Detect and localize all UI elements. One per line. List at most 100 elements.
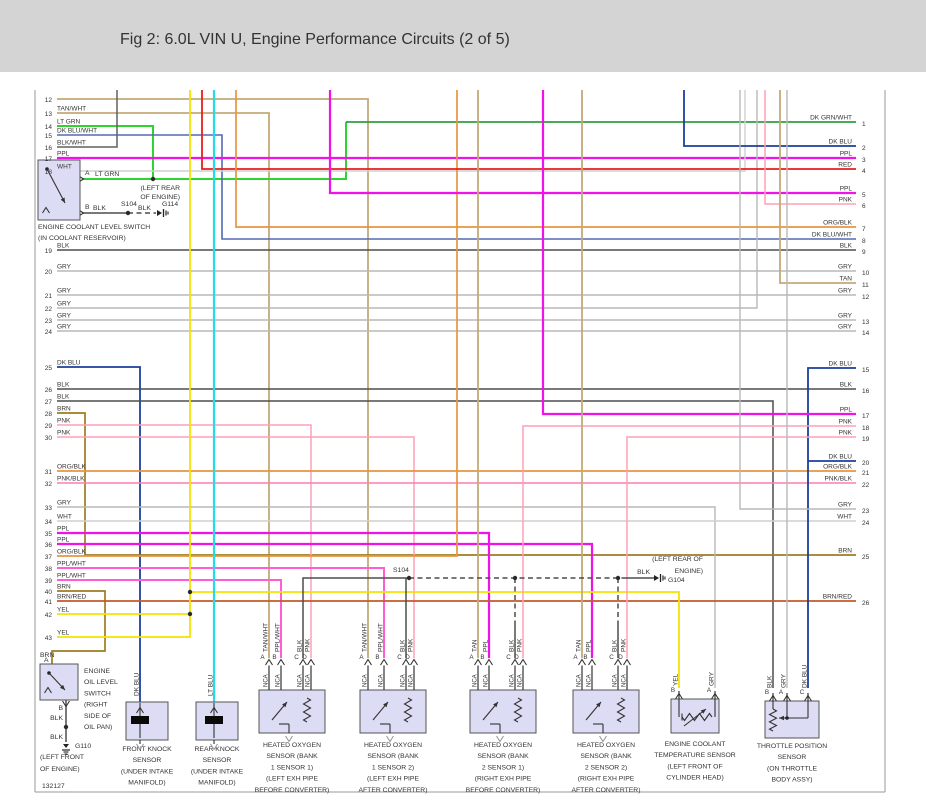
terminal-arrow-icon [511, 658, 519, 666]
header-band [0, 0, 926, 72]
wire-color-label: DK BLU/WHT [57, 128, 97, 135]
wire [57, 400, 774, 688]
circuit-number-right: 26 [862, 600, 870, 607]
wire [764, 90, 856, 205]
circuit-number-left: 39 [45, 578, 53, 585]
wire-color-label: GRY [838, 313, 853, 320]
line [46, 168, 66, 204]
rear-knock-sensor: REAR KNOCK SENSOR (UNDER INTAKE MANIFOLD) LT… [191, 674, 244, 786]
pin-letter: B [583, 654, 587, 661]
splice-dot [187, 589, 193, 595]
terminal-arrow-icon [474, 658, 482, 666]
annotation: A [85, 170, 90, 177]
resistor-icon [768, 708, 778, 732]
component-caption: MANIFOLD) [128, 780, 165, 787]
terminal-arrow-icon [578, 658, 586, 666]
wire-color-label: GRY [57, 301, 72, 308]
wire-color-label: GRY [838, 502, 853, 509]
arrow-icon [596, 702, 601, 708]
circuit-number-left: 17 [45, 156, 53, 163]
circuit-number-right: 14 [862, 330, 870, 337]
arrow-icon [60, 197, 65, 203]
ground-icon [654, 574, 666, 582]
pin-letter: A [573, 654, 578, 661]
wire-color-label: PNK [839, 430, 853, 437]
circuit-number-left: 34 [45, 519, 53, 526]
component-caption: SENSOR [133, 757, 162, 764]
terminal-arrow-icon [299, 658, 307, 666]
circuit-number-right: 8 [862, 238, 866, 245]
circuit-number-left: 19 [45, 248, 53, 255]
terminal-arrow-icon [44, 686, 52, 694]
wire-color-label: DK BLU/WHT [812, 232, 852, 239]
pin-letter: A [260, 654, 265, 661]
annotation: OF ENGINE) [40, 766, 80, 773]
pin-cavity-label: NCA [306, 674, 312, 687]
annotation: 132127 [42, 783, 65, 790]
circuit-number-right: 17 [862, 413, 870, 420]
circuit-number-left: 41 [45, 599, 53, 606]
circuit-number-left: 29 [45, 423, 53, 430]
terminal-arrow-icon [519, 658, 527, 666]
pin-cavity-label: NCA [298, 674, 304, 687]
wire-color-label: YEL [57, 630, 70, 637]
wire [57, 366, 141, 702]
wire [57, 531, 491, 658]
arrow-icon [700, 709, 706, 714]
circuit-number-right: 16 [862, 388, 870, 395]
wire-color-label: PNK [839, 419, 853, 426]
arrow-icon [779, 715, 784, 721]
terminal-arrow-icon [285, 735, 293, 743]
wire-color-label: DK BLU [829, 361, 853, 368]
annotation: BLK [50, 715, 63, 722]
circuit-number-left: 25 [45, 365, 53, 372]
wire-color-label: PPL [840, 151, 853, 158]
terminal-arrow-icon [675, 692, 683, 700]
component-caption: HEATED OXYGEN [364, 742, 422, 749]
wire [57, 506, 716, 688]
pin-wire-label: BLK [767, 675, 774, 688]
circuit-number-left: 18 [45, 169, 53, 176]
wire [201, 90, 856, 170]
wire-color-label: BLK [840, 243, 853, 250]
splice-dot [187, 611, 193, 617]
wire [302, 577, 409, 658]
pin-letter: C [294, 654, 299, 661]
terminal-arrow-icon [783, 694, 791, 702]
circuit-number-left: 16 [45, 145, 53, 152]
wire [57, 90, 191, 638]
resistor-icon [513, 697, 523, 723]
circuit-number-left: 33 [45, 505, 53, 512]
component-caption: REAR KNOCK [195, 746, 240, 753]
terminal-arrow-icon [265, 658, 273, 666]
pin-letter: D [302, 654, 307, 661]
circuit-number-left: 36 [45, 542, 53, 549]
wire [57, 90, 118, 148]
annotation: (LEFT REAR [140, 185, 180, 192]
component-caption: (LEFT FRONT OF [667, 763, 722, 770]
arrow-icon [282, 702, 287, 708]
circuit-number-right: 10 [862, 270, 870, 277]
terminal-arrow-icon [136, 706, 144, 714]
terminal-arrow-icon [380, 658, 388, 666]
component-caption: (LEFT EXH PIPE [266, 776, 318, 783]
component-caption: (RIGHT EXH PIPE [475, 776, 532, 783]
pin-letter: B [671, 687, 675, 694]
circuit-number-left: 42 [45, 612, 53, 619]
arrow-icon [383, 702, 388, 708]
terminal-arrow-icon [210, 743, 218, 751]
component-caption: (ON THROTTLE [767, 765, 818, 772]
wire [626, 436, 856, 658]
wire [57, 436, 415, 658]
circuit-number-left: 37 [45, 554, 53, 561]
wire [57, 579, 282, 658]
circuit-number-left: 23 [45, 318, 53, 325]
wire-color-label: BRN/RED [57, 594, 87, 601]
pin-wire-label: DK BLU [802, 664, 809, 688]
component-caption: (LEFT EXH PIPE [367, 776, 419, 783]
wire-color-label: PNK [839, 197, 853, 204]
pin-wire-label: PPL [483, 639, 490, 652]
annotation: G104 [668, 577, 685, 584]
pin-wire-label: PNK [621, 638, 628, 652]
circuit-number-right: 1 [862, 121, 866, 128]
